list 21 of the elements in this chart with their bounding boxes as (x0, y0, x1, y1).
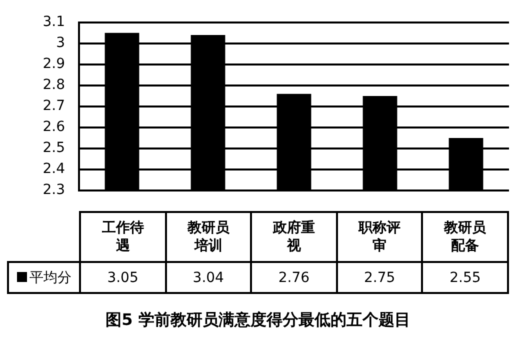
data-label: 2.76 (251, 262, 337, 293)
y-tick-label: 2.8 (42, 77, 65, 94)
text: 图5 学前教研员满意度得分最低的五个题目 (104, 310, 412, 331)
y-tick-label: 2.9 (42, 56, 65, 72)
x-tick-label: 教研员培训 (186, 218, 230, 256)
data-label: 2.75 (336, 262, 422, 293)
x-tick-label: 教研员配备 (442, 218, 488, 256)
x-tick-label: 政府重视 (272, 218, 316, 256)
legend-label: 平均分 (8, 262, 80, 293)
data-label: 3.04 (166, 262, 252, 293)
y-tick-label: 2.4 (42, 161, 66, 178)
y-tick-label: 2.3 (42, 182, 65, 198)
y-tick-label: 2.7 (42, 98, 65, 114)
y-tick-label: 3.1 (42, 14, 65, 30)
x-tick-label: 职称评审 (357, 218, 402, 256)
x-tick-label: 工作待遇 (100, 218, 145, 256)
y-tick-label: 3 (56, 35, 65, 52)
y-tick-label: 2.5 (42, 140, 65, 156)
data-label: 2.55 (422, 262, 508, 293)
y-tick-label: 2.6 (42, 119, 66, 136)
data-label: 3.05 (80, 262, 166, 293)
